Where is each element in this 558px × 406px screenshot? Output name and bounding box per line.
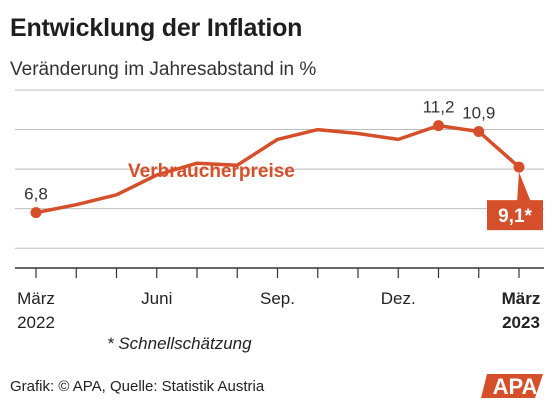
callout-box <box>487 200 543 231</box>
footnote: * Schnellschätzung <box>107 334 252 353</box>
chart-subtitle: Veränderung im Jahresabstand in % <box>10 59 317 80</box>
data-label: 6,8 <box>24 185 48 204</box>
callout-pointer <box>517 172 531 203</box>
series-name-label: Verbraucherpreise <box>128 161 295 182</box>
x-axis <box>15 267 544 278</box>
source-credit: Grafik: © APA, Quelle: Statistik Austria <box>10 378 265 395</box>
x-tick-label: Sep. <box>260 289 295 308</box>
data-point-marker <box>30 207 42 219</box>
logo-text: APA <box>493 374 538 399</box>
data-point-marker <box>513 161 525 173</box>
logo-accent <box>481 374 543 398</box>
x-tick-label: März <box>17 289 55 308</box>
x-tick-labels: März 2022 Juni Sep. Dez. März 2023 <box>17 289 540 332</box>
chart-title: Entwicklung der Inflation <box>10 14 303 42</box>
x-tick-label: März <box>502 289 541 308</box>
series-line <box>30 120 525 219</box>
data-label: 10,9 <box>462 104 495 123</box>
data-point-marker <box>433 120 444 132</box>
data-point-marker <box>473 126 485 138</box>
x-tick-label-year: 2023 <box>502 313 540 332</box>
data-label-callout: 9,1* <box>498 206 532 227</box>
x-tick-label-year: 2022 <box>17 313 55 332</box>
data-label: 11,2 <box>423 98 455 117</box>
data-labels: 6,8 11,2 10,9 9,1* <box>24 98 543 231</box>
apa-logo: APA <box>481 371 549 401</box>
x-tick-label: Dez. <box>381 289 416 308</box>
x-tick-label: Juni <box>141 289 172 308</box>
